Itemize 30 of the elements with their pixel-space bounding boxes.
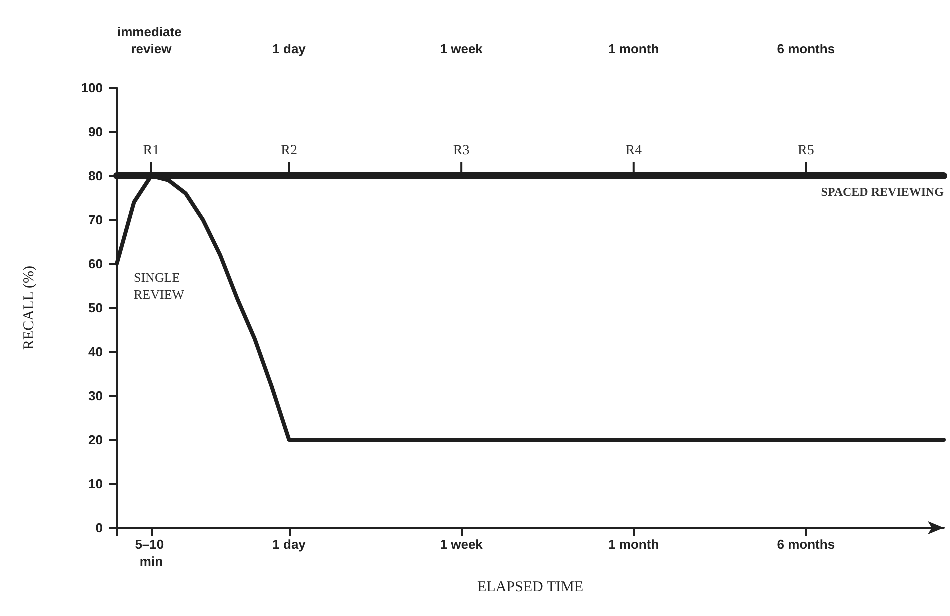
annotation: R2 <box>281 144 298 158</box>
y-tick-label: 20 <box>88 432 103 448</box>
text: immediate review <box>117 24 186 56</box>
y-tick-label: 10 <box>88 476 103 492</box>
y-tick-label: 30 <box>88 388 103 404</box>
y-tick-label: 80 <box>88 168 103 184</box>
x-tick-label: 5–10 min <box>135 537 168 569</box>
y-tick-label: 50 <box>88 300 103 316</box>
y-tick-label: 60 <box>88 256 103 272</box>
y-tick-label: 40 <box>88 344 103 360</box>
series-label: SPACED REVIEWING <box>821 185 944 199</box>
x-axis-title: ELAPSED TIME <box>478 580 584 596</box>
annotation: R5 <box>798 144 814 158</box>
annotation: R1 <box>143 144 160 158</box>
text: 1 day <box>272 42 307 56</box>
x-tick-label: 1 month <box>608 537 660 552</box>
series-label: SINGLE REVIEW <box>134 270 186 302</box>
y-tick-label: 90 <box>88 124 103 140</box>
text: 6 months <box>777 42 836 56</box>
y-tick-label: 100 <box>81 80 103 96</box>
y-tick-label: 0 <box>96 520 103 536</box>
x-tick-label: 1 week <box>440 537 484 552</box>
x-tick-label: 1 day <box>272 537 307 552</box>
text: 1 week <box>440 42 484 56</box>
annotation: R4 <box>626 144 642 158</box>
annotation: R3 <box>453 144 470 158</box>
text: 1 month <box>608 42 660 56</box>
y-tick-label: 70 <box>88 212 103 228</box>
x-tick-label: 6 months <box>777 537 836 552</box>
y-axis-title: RECALL (%) <box>22 266 38 350</box>
